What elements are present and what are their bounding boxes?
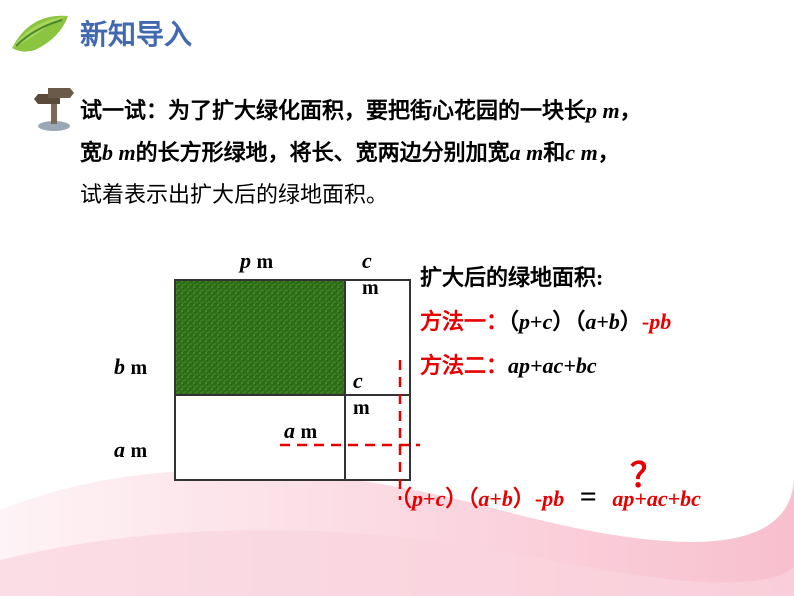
header: 新知导入 — [10, 8, 192, 58]
t2b: 的长方形绿地，将长、宽两边分别加宽 — [136, 140, 510, 165]
m1-expr: （p+c）（a+b）-pb — [508, 309, 671, 334]
signpost-icon — [34, 86, 74, 132]
page-title: 新知导入 — [80, 13, 192, 53]
lbl-b-left: b m — [114, 354, 147, 380]
t2a: 宽 — [80, 140, 102, 165]
m2-label: 方法二： — [420, 353, 508, 378]
lbl-c-inner: c m — [353, 368, 380, 420]
cm: c m — [565, 140, 597, 165]
eq-sign: = — [580, 480, 597, 513]
and: 和 — [543, 140, 565, 165]
m2-expr: ap+ac+bc — [508, 353, 597, 378]
area-diagram: p m c m b m a m c m a m — [100, 240, 380, 560]
eq-rhs: ap+ac+bc — [612, 486, 701, 511]
m1-label: 方法一： — [420, 309, 508, 334]
equation: （p+c）（a+b）-pb = ap+ac+bc — [390, 480, 701, 514]
method1: 方法一：（p+c）（a+b）-pb — [420, 300, 671, 344]
eq-lhs: （p+c）（a+b）-pb — [390, 486, 564, 511]
method2: 方法二：ap+ac+bc — [420, 344, 671, 388]
lbl-c-top: c m — [362, 248, 380, 300]
lbl-p-top: p m — [240, 248, 273, 274]
pm: p m — [586, 98, 620, 123]
c1: ， — [620, 98, 642, 123]
t1: 试一试：为了扩大绿化面积，要把街心花园的一块长 — [80, 98, 586, 123]
lbl-a-inner: a m — [284, 418, 317, 444]
am: a m — [510, 140, 544, 165]
lbl-a-left: a m — [114, 437, 147, 463]
methods-block: 扩大后的绿地面积: 方法一：（p+c）（a+b）-pb 方法二：ap+ac+bc — [420, 256, 671, 388]
c2: ， — [598, 140, 620, 165]
t3: 试着表示出扩大后的绿地面积。 — [80, 182, 388, 207]
bm: b m — [102, 140, 136, 165]
leaf-icon — [10, 8, 72, 58]
problem-text: 试一试：为了扩大绿化面积，要把街心花园的一块长p m， 宽b m的长方形绿地，将… — [80, 90, 760, 215]
area-heading: 扩大后的绿地面积: — [420, 256, 671, 300]
